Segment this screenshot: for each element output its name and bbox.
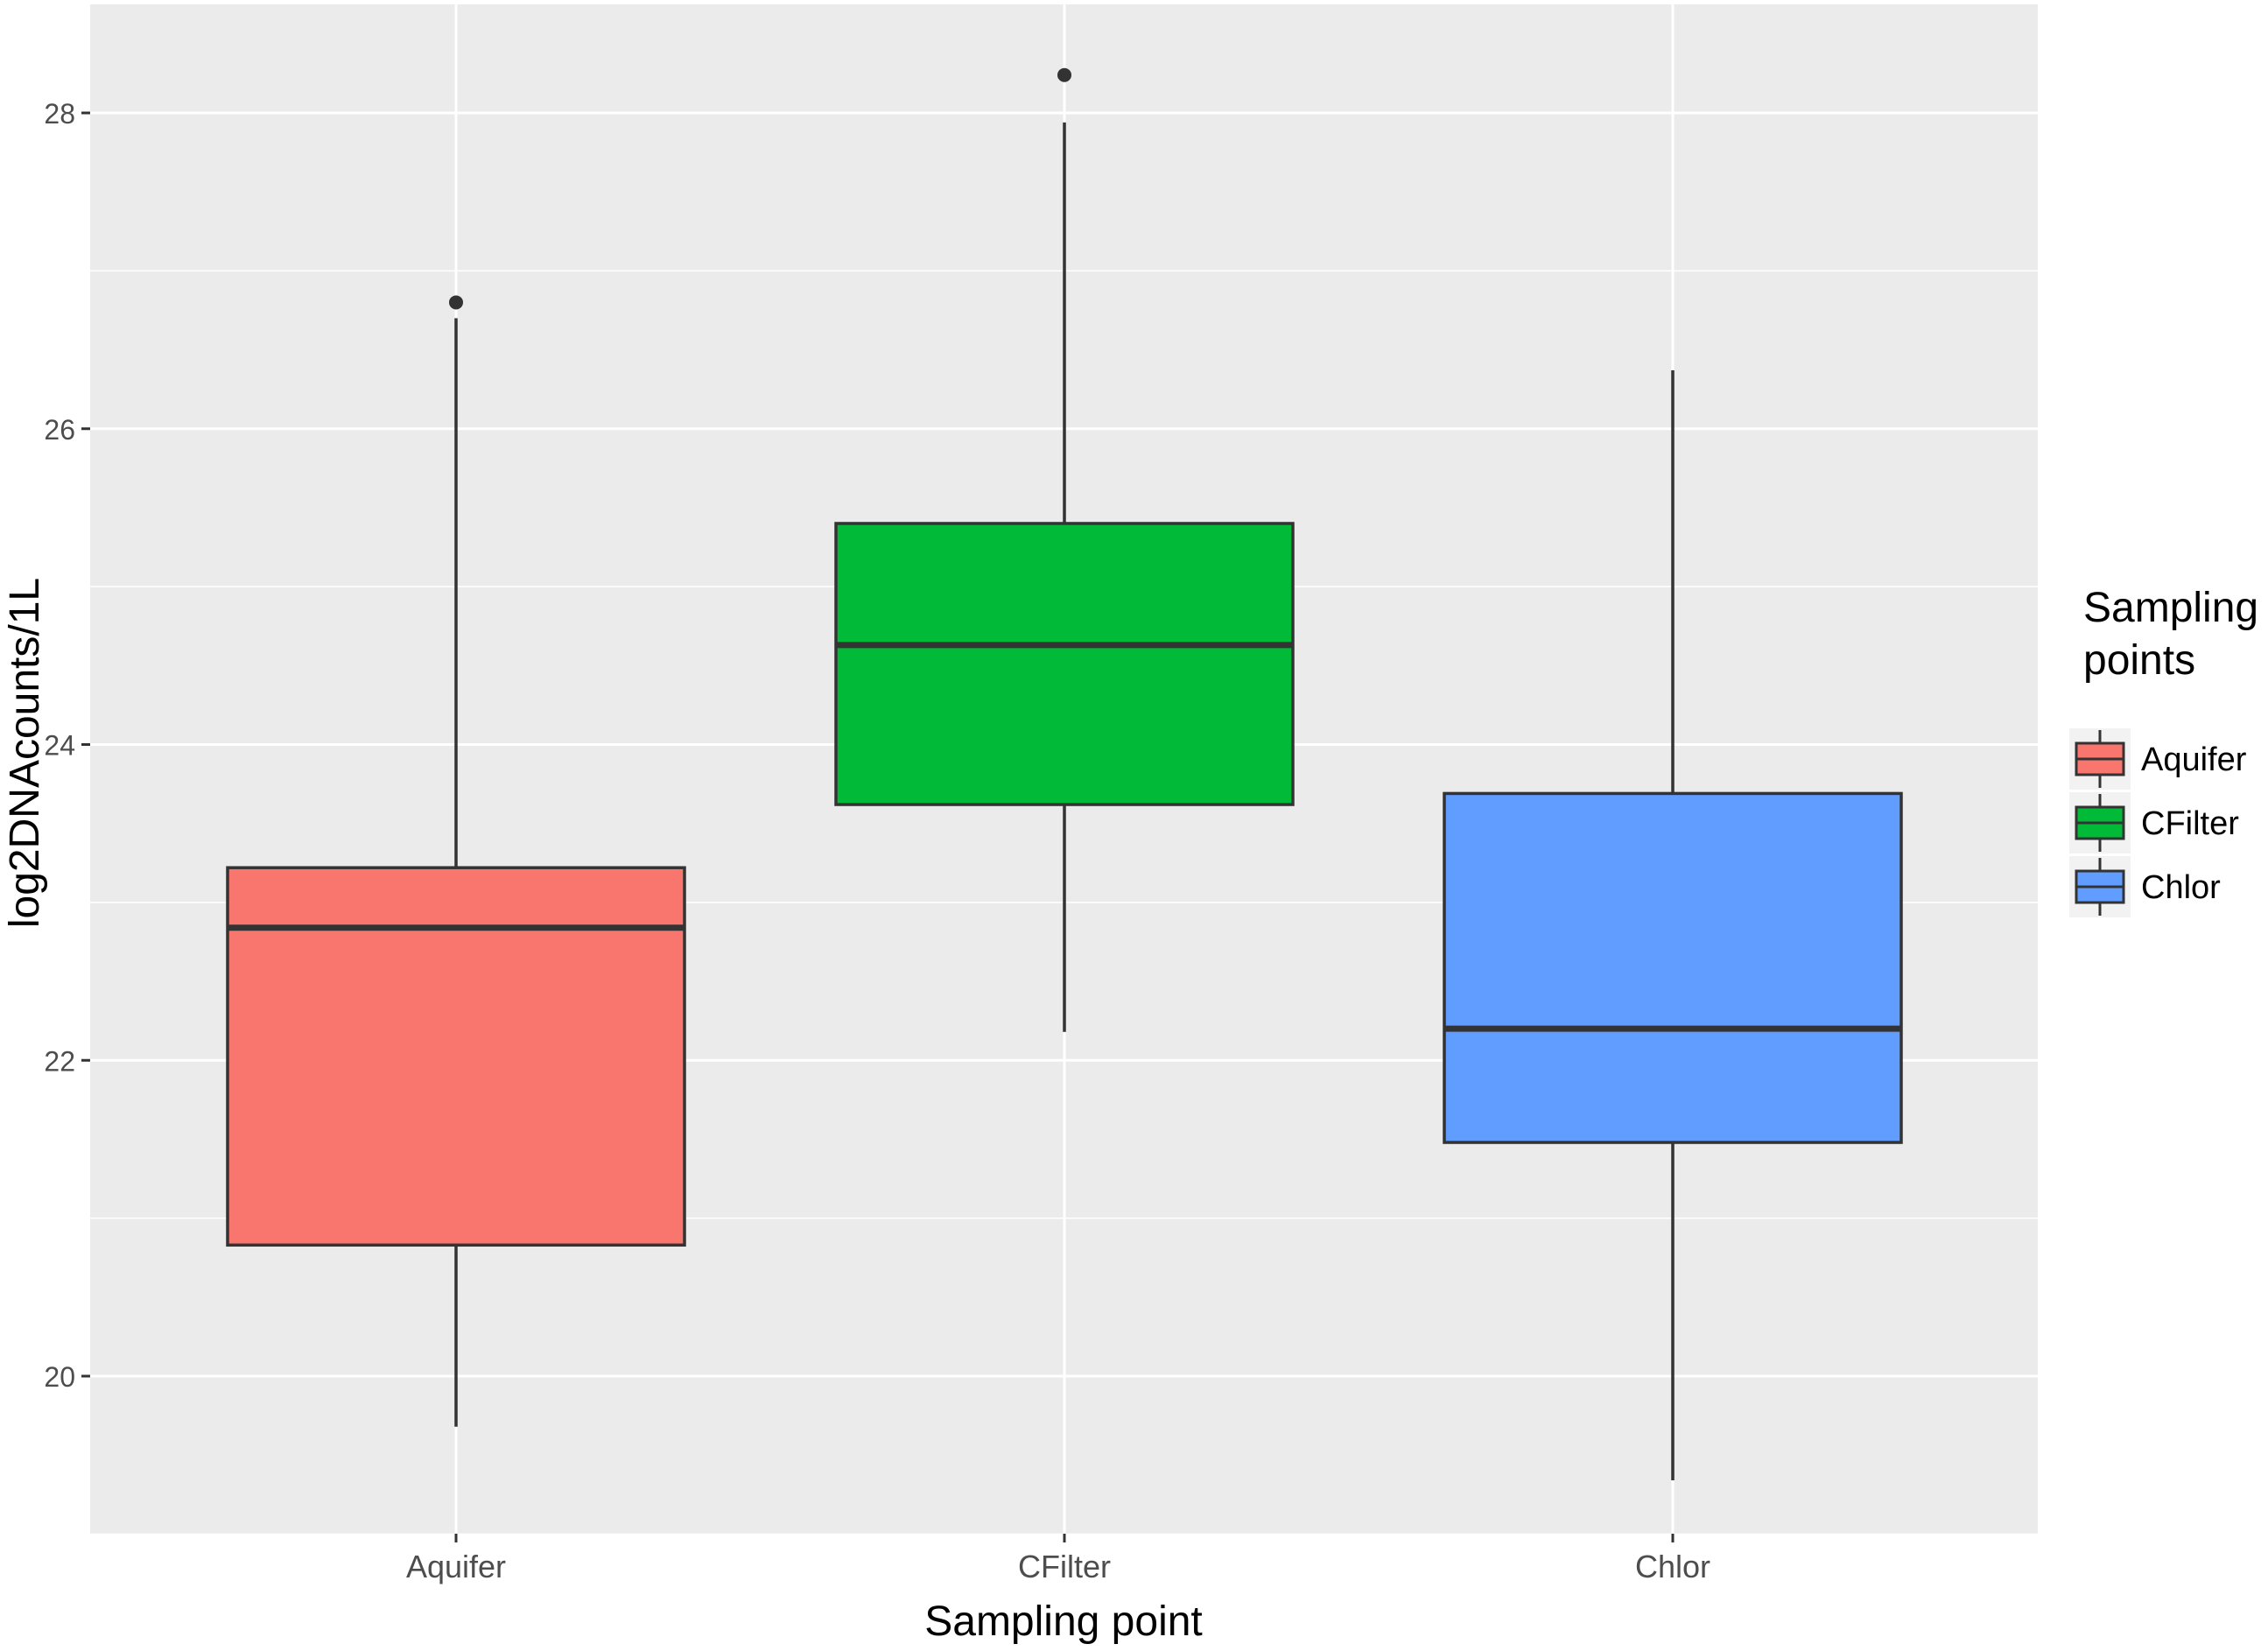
- y-tick-label: 28: [44, 98, 75, 130]
- iqr-box: [226, 866, 686, 1247]
- legend-label: Chlor: [2141, 869, 2221, 906]
- y-tick-label: 20: [44, 1361, 75, 1393]
- y-tick-label: 26: [44, 414, 75, 446]
- legend-key-cfilter: CFilter: [2069, 792, 2239, 854]
- x-tick-label: Aquifer: [406, 1549, 506, 1584]
- legend-title-line-1: Sampling: [2083, 585, 2258, 631]
- x-tick-label: Chlor: [1635, 1549, 1710, 1584]
- legend: Sampling points Aquifer CFilter Chlor: [2069, 585, 2258, 917]
- y-axis-title: log2DNAcounts/1L: [2, 578, 48, 928]
- iqr-box: [834, 522, 1295, 806]
- iqr-box: [1443, 791, 1903, 1144]
- y-axis: 20 22 24 26 28: [44, 98, 90, 1393]
- legend-title-line-2: points: [2083, 637, 2195, 684]
- box-cfilter: [834, 67, 1295, 1032]
- legend-keys: Aquifer CFilter Chlor: [2069, 728, 2247, 917]
- legend-key-aquifer: Aquifer: [2069, 728, 2247, 790]
- outlier-point: [449, 295, 463, 310]
- outlier-point: [1057, 67, 1071, 82]
- x-axis: Aquifer CFilter Chlor: [406, 1534, 1710, 1584]
- y-tick-label: 22: [44, 1045, 75, 1077]
- x-axis-title: Sampling point: [924, 1598, 1203, 1645]
- legend-key-chlor: Chlor: [2069, 856, 2221, 917]
- boxes-layer: [226, 67, 1903, 1481]
- box-chlor: [1443, 370, 1903, 1481]
- x-tick-label: CFilter: [1018, 1549, 1111, 1584]
- y-tick-label: 24: [44, 730, 75, 762]
- legend-label: CFilter: [2141, 805, 2239, 842]
- box-aquifer: [226, 295, 686, 1427]
- legend-label: Aquifer: [2141, 741, 2247, 778]
